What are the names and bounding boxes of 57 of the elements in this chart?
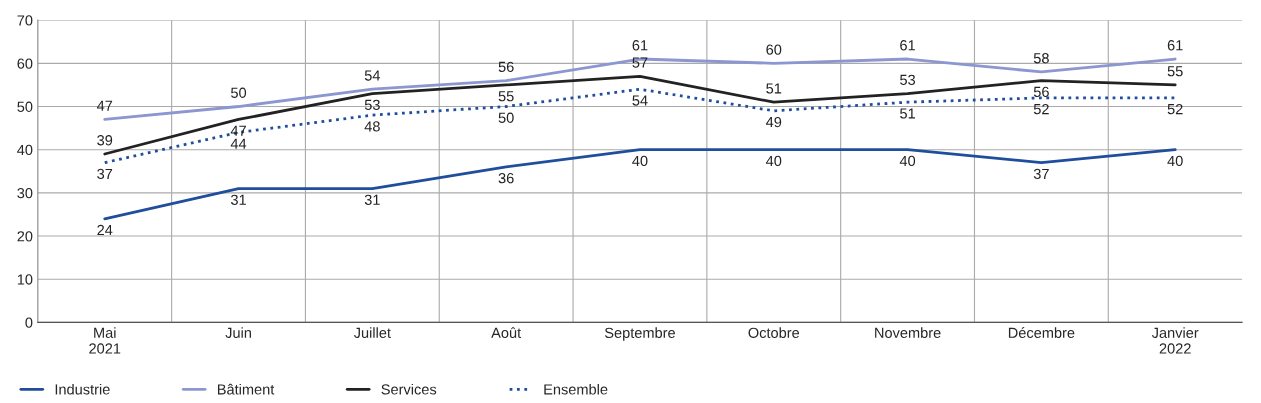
data-label: 53 bbox=[364, 99, 380, 110]
data-label: 58 bbox=[1033, 53, 1049, 64]
data-label: 37 bbox=[97, 168, 113, 180]
data-label: 57 bbox=[632, 57, 648, 68]
data-label: 47 bbox=[96, 100, 113, 111]
legend-label: Industrie bbox=[55, 383, 110, 395]
x-tick-label: Juin bbox=[225, 327, 251, 338]
x-tick-label: Janvier 2022 bbox=[1151, 327, 1199, 354]
y-tick-label: 40 bbox=[17, 144, 33, 156]
data-label: 31 bbox=[364, 194, 380, 205]
data-label: 61 bbox=[1167, 40, 1183, 51]
data-label: 51 bbox=[900, 108, 915, 119]
data-label: 36 bbox=[498, 173, 514, 184]
data-label: 54 bbox=[632, 95, 648, 106]
data-label: 31 bbox=[230, 194, 246, 205]
data-label: 49 bbox=[765, 116, 782, 128]
data-label: 55 bbox=[498, 91, 514, 102]
data-label: 40 bbox=[1167, 155, 1183, 167]
data-label: 48 bbox=[364, 121, 380, 132]
data-label: 61 bbox=[900, 40, 915, 51]
data-label: 50 bbox=[498, 112, 514, 123]
x-tick-label: Novembre bbox=[875, 327, 941, 338]
data-label: 40 bbox=[899, 155, 916, 167]
data-label: 61 bbox=[632, 40, 648, 51]
data-label: 52 bbox=[1033, 103, 1049, 115]
data-label: 37 bbox=[1033, 168, 1049, 180]
data-label: 60 bbox=[766, 44, 782, 55]
data-label: 54 bbox=[364, 70, 381, 81]
data-label: 50 bbox=[231, 87, 247, 98]
data-label: 51 bbox=[766, 83, 782, 94]
x-tick-label: Juillet bbox=[353, 327, 391, 338]
data-label: 56 bbox=[1033, 86, 1049, 98]
data-label: 47 bbox=[230, 125, 246, 136]
data-label: 40 bbox=[765, 155, 782, 167]
y-tick-label: 30 bbox=[17, 187, 33, 199]
y-tick-label: 10 bbox=[17, 274, 33, 285]
y-tick-label: 0 bbox=[25, 317, 33, 328]
data-label: 24 bbox=[97, 224, 113, 236]
data-label: 56 bbox=[498, 61, 514, 73]
x-tick-label: Octobre bbox=[748, 327, 800, 338]
y-tick-label: 20 bbox=[17, 231, 33, 242]
data-label: 55 bbox=[1167, 66, 1183, 77]
y-tick-label: 50 bbox=[17, 101, 33, 112]
data-label: 40 bbox=[632, 155, 648, 167]
legend-label: Services bbox=[381, 383, 437, 395]
y-tick-label: 70 bbox=[17, 15, 33, 26]
data-label: 44 bbox=[230, 138, 247, 149]
data-label: 52 bbox=[1167, 103, 1183, 115]
legend-label: Bâtiment bbox=[217, 383, 275, 395]
data-label: 53 bbox=[900, 74, 916, 85]
data-label: 39 bbox=[97, 135, 113, 146]
x-tick-label: Août bbox=[491, 327, 522, 338]
x-tick-label: Mai 2021 bbox=[89, 327, 121, 354]
x-tick-label: Septembre bbox=[604, 327, 675, 341]
y-tick-label: 60 bbox=[17, 58, 33, 69]
legend-label: Ensemble bbox=[544, 383, 608, 395]
x-tick-label: Décembre bbox=[1008, 327, 1075, 338]
